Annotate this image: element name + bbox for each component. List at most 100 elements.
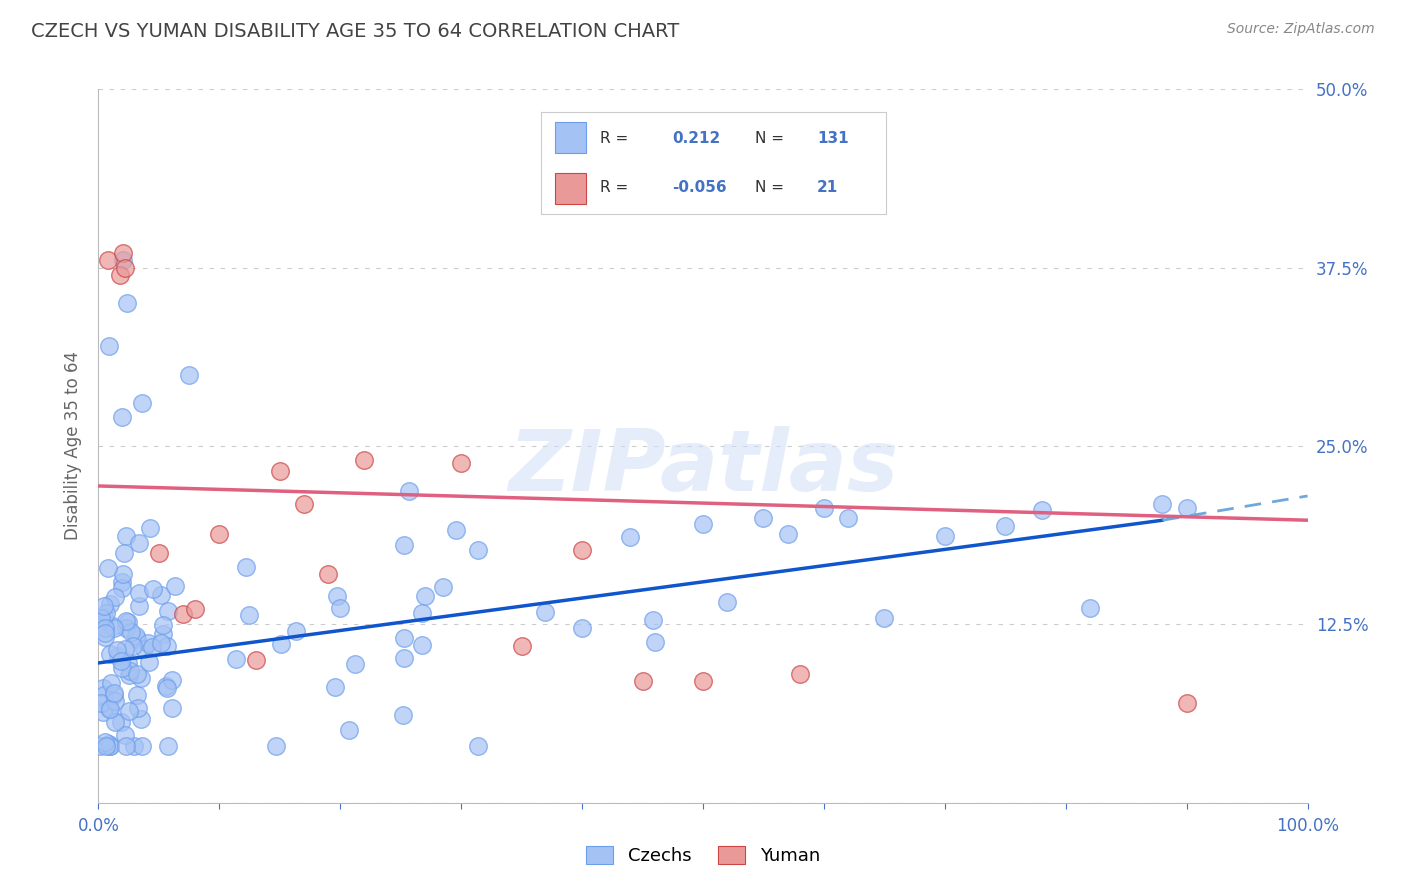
FancyBboxPatch shape xyxy=(555,173,586,204)
Point xyxy=(411,606,433,620)
Point xyxy=(337,723,360,737)
Point xyxy=(105,642,128,657)
Point xyxy=(98,647,121,661)
Point xyxy=(225,652,247,666)
Point xyxy=(266,739,288,753)
Point xyxy=(111,410,134,425)
Point xyxy=(97,560,120,574)
Point xyxy=(94,626,117,640)
Point xyxy=(208,527,231,541)
Point xyxy=(245,653,267,667)
Point xyxy=(104,694,127,708)
Point xyxy=(91,705,114,719)
Point xyxy=(270,637,292,651)
Point xyxy=(571,621,593,635)
Point xyxy=(432,581,454,595)
Point xyxy=(177,368,200,382)
Point xyxy=(141,640,163,654)
Point xyxy=(776,527,799,541)
Point xyxy=(104,714,127,729)
Point xyxy=(344,657,367,671)
Point xyxy=(325,589,347,603)
Point xyxy=(91,611,114,625)
Point xyxy=(125,630,148,644)
Point xyxy=(114,728,136,742)
Point xyxy=(156,640,179,654)
Point xyxy=(398,483,420,498)
Point xyxy=(127,700,149,714)
Point xyxy=(994,519,1017,533)
Point xyxy=(138,655,160,669)
Point xyxy=(110,715,132,730)
Point xyxy=(139,521,162,535)
Point xyxy=(125,632,148,646)
Point xyxy=(316,567,339,582)
Point xyxy=(150,636,173,650)
Point xyxy=(156,681,179,696)
Point xyxy=(98,702,121,716)
Point xyxy=(125,666,148,681)
Point xyxy=(157,739,180,753)
Point xyxy=(111,661,134,675)
Point xyxy=(97,737,120,751)
Point xyxy=(93,610,115,624)
Point xyxy=(692,516,714,531)
Point xyxy=(323,680,346,694)
Point xyxy=(115,614,138,628)
Point xyxy=(128,599,150,613)
Point xyxy=(107,649,129,664)
Point xyxy=(103,686,125,700)
Point xyxy=(97,253,120,268)
Point xyxy=(115,528,138,542)
Point xyxy=(1175,696,1198,710)
Point xyxy=(619,530,641,544)
Point xyxy=(122,639,145,653)
Point xyxy=(1031,503,1053,517)
Point xyxy=(152,627,174,641)
Y-axis label: Disability Age 35 to 64: Disability Age 35 to 64 xyxy=(65,351,83,541)
Text: R =: R = xyxy=(600,180,628,195)
Point xyxy=(510,639,533,653)
Point xyxy=(157,604,180,618)
Point xyxy=(120,624,142,639)
Point xyxy=(103,689,125,703)
Point xyxy=(101,619,124,633)
Point xyxy=(111,581,134,595)
Point xyxy=(235,559,257,574)
Point xyxy=(571,542,593,557)
Point xyxy=(643,614,665,628)
Point xyxy=(128,586,150,600)
Point xyxy=(391,707,413,722)
Point xyxy=(138,636,160,650)
Point xyxy=(934,529,956,543)
Point xyxy=(111,575,134,590)
Point xyxy=(353,453,375,467)
Point xyxy=(131,712,153,726)
Point xyxy=(104,590,127,604)
Text: 21: 21 xyxy=(817,180,838,195)
Point xyxy=(94,739,117,753)
Text: R =: R = xyxy=(600,130,628,145)
Point xyxy=(163,579,186,593)
Point xyxy=(533,605,555,619)
Point xyxy=(172,607,194,622)
Text: 0.212: 0.212 xyxy=(672,130,720,145)
Point xyxy=(103,622,125,636)
Point xyxy=(98,702,121,716)
Point xyxy=(112,253,135,268)
Point xyxy=(392,631,415,645)
Point xyxy=(160,673,183,687)
Point xyxy=(115,739,138,753)
Point xyxy=(1152,497,1174,511)
Point xyxy=(150,588,173,602)
Point xyxy=(284,624,307,639)
Point xyxy=(692,674,714,689)
Point xyxy=(444,523,467,537)
Point xyxy=(98,739,121,753)
Point xyxy=(110,654,132,668)
Point xyxy=(716,594,738,608)
Point xyxy=(160,701,183,715)
Point xyxy=(89,739,111,753)
Point xyxy=(112,546,135,560)
Point xyxy=(238,607,260,622)
